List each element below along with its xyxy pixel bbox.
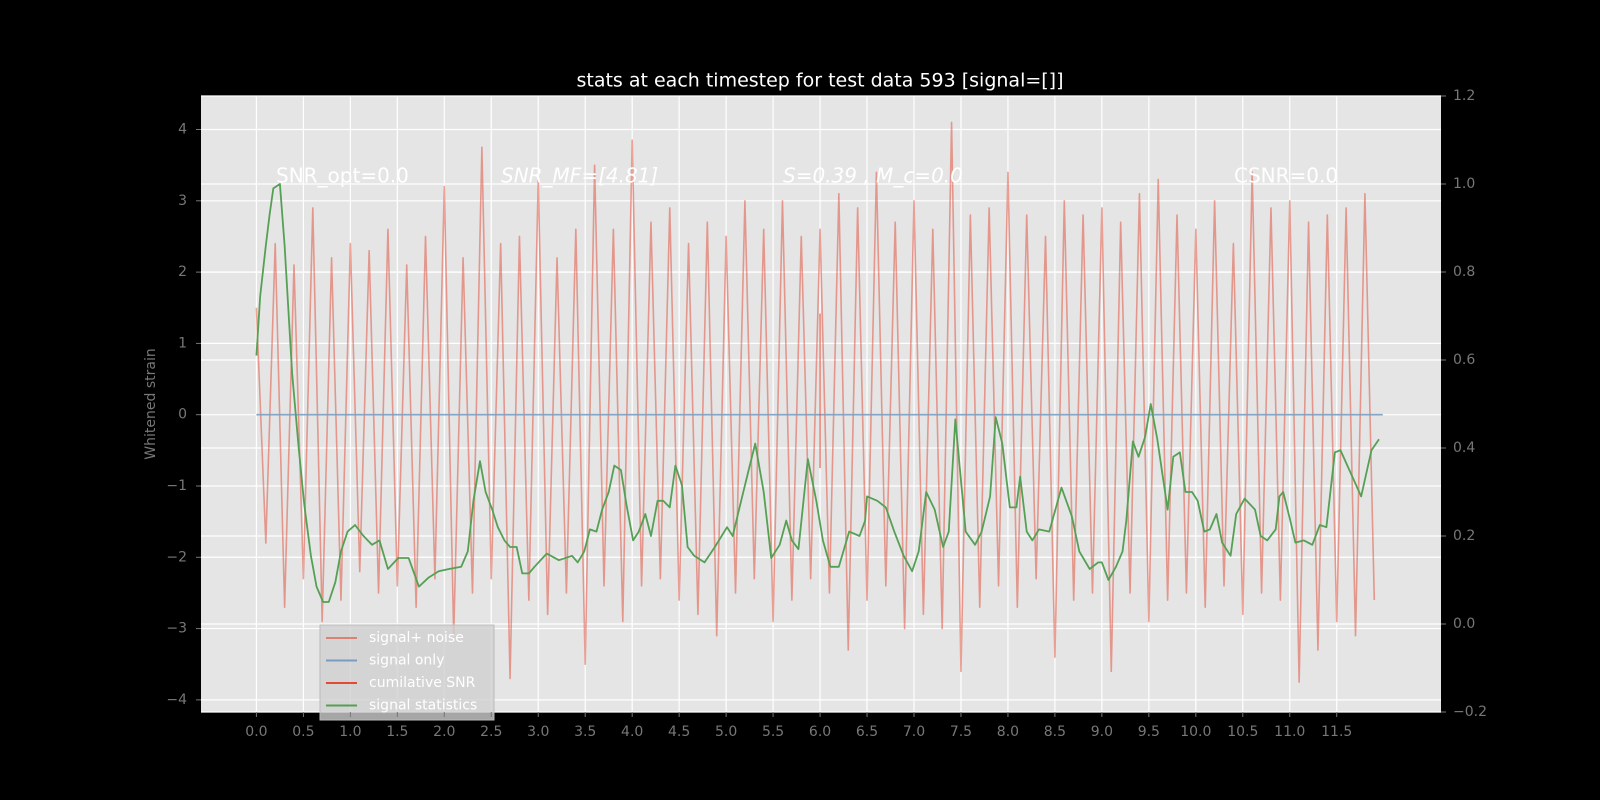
legend: signal+ noise signal only cumilative SNR si… bbox=[319, 624, 495, 721]
annotation: S=0.39 , M_c=0.0 bbox=[783, 164, 963, 188]
x-tick-label: 0.0 bbox=[245, 724, 267, 740]
y2-tick-label: 0.4 bbox=[1453, 440, 1475, 456]
annotation: SNR_MF=[4.81] bbox=[501, 164, 658, 188]
y2-tick-label: 0.2 bbox=[1453, 528, 1475, 544]
y2-tick-label: −0.2 bbox=[1453, 704, 1487, 720]
x-tick-label: 8.5 bbox=[1044, 724, 1066, 740]
marks bbox=[255, 121, 1383, 683]
x-tick-label: 7.5 bbox=[950, 724, 972, 740]
x-tick-label: 1.0 bbox=[339, 724, 361, 740]
x-tick-label: 7.0 bbox=[903, 724, 925, 740]
legend-label: signal+ noise bbox=[369, 630, 464, 646]
y-tick-label: 0 bbox=[178, 407, 187, 423]
x-tick-label: 1.5 bbox=[386, 724, 408, 740]
x-tick-label: 11.5 bbox=[1321, 724, 1352, 740]
y2-tick-label: 1.2 bbox=[1453, 88, 1475, 104]
y2-tick-label: 0.8 bbox=[1453, 264, 1475, 280]
y-tick-label: −4 bbox=[166, 692, 187, 708]
y2-tick-label: 0.0 bbox=[1453, 616, 1475, 632]
y-tick-label: 1 bbox=[178, 335, 187, 351]
y-tick-label: −3 bbox=[166, 621, 187, 637]
x-tick-label: 2.0 bbox=[433, 724, 455, 740]
x-tick-label: 3.5 bbox=[574, 724, 596, 740]
x-tick-label: 3.0 bbox=[527, 724, 549, 740]
plot-area bbox=[201, 96, 1441, 712]
legend-label: cumilative SNR bbox=[369, 675, 476, 691]
y-tick-label: 3 bbox=[178, 193, 187, 209]
x-tick-label: 5.0 bbox=[715, 724, 737, 740]
chart-title: stats at each timestep for test data 593… bbox=[576, 70, 1063, 92]
y-tick-label: 2 bbox=[178, 264, 187, 280]
annotation: CSNR=0.0 bbox=[1234, 164, 1338, 188]
legend-label: signal only bbox=[369, 653, 444, 669]
y-axis-label: Whitened strain bbox=[143, 348, 159, 459]
x-tick-label: 11.0 bbox=[1274, 724, 1305, 740]
x-tick-label: 5.5 bbox=[762, 724, 784, 740]
legend-label: signal statistics bbox=[369, 698, 477, 714]
y2-tick-label: 1.0 bbox=[1453, 176, 1475, 192]
x-tick-label: 6.5 bbox=[856, 724, 878, 740]
x-tick-label: 10.5 bbox=[1227, 724, 1258, 740]
x-tick-label: 4.5 bbox=[668, 724, 690, 740]
y-tick-label: −2 bbox=[166, 549, 187, 565]
x-tick-label: 4.0 bbox=[621, 724, 643, 740]
series-line bbox=[255, 183, 1380, 603]
legend-box bbox=[319, 624, 495, 721]
x-tick-label: 6.0 bbox=[809, 724, 831, 740]
y2-tick-label: 0.6 bbox=[1453, 352, 1475, 368]
y-tick-label: −1 bbox=[166, 478, 187, 494]
x-tick-label: 0.5 bbox=[292, 724, 314, 740]
x-tick-label: 8.0 bbox=[997, 724, 1019, 740]
annotation: SNR_opt=0.0 bbox=[276, 164, 409, 188]
x-tick-label: 9.0 bbox=[1091, 724, 1113, 740]
x-tick-label: 10.0 bbox=[1180, 724, 1211, 740]
x-tick-label: 2.5 bbox=[480, 724, 502, 740]
y-tick-label: 4 bbox=[178, 122, 187, 138]
x-tick-label: 9.5 bbox=[1138, 724, 1160, 740]
series-line bbox=[255, 121, 1376, 683]
